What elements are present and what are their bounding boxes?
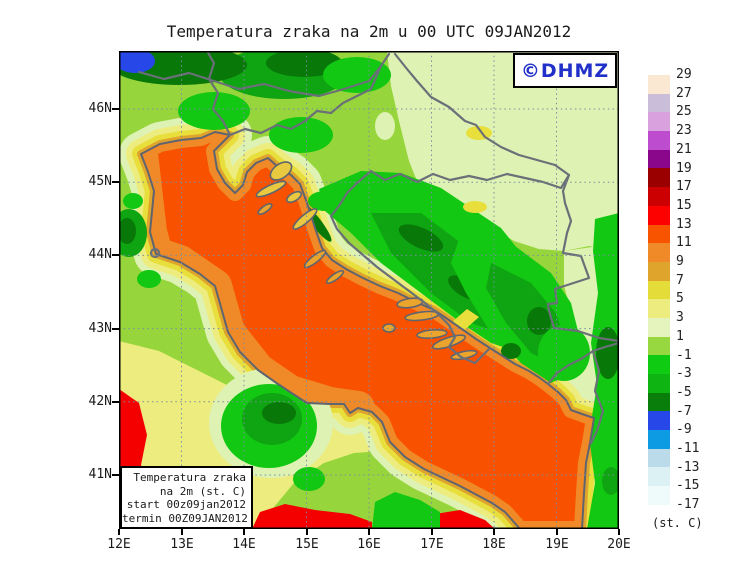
lon-tick-mark [306,529,308,535]
colorbar-swatch [648,411,670,431]
colorbar-swatch [648,75,670,94]
country-borders [137,51,619,445]
colorbar-swatch [648,131,670,150]
run-info-line: Temperatura zraka [133,471,246,484]
colorbar-tick-label: 11 [676,235,692,251]
lat-tick-label: 44N [88,247,112,262]
colorbar-tick-label: -11 [676,441,700,456]
lat-tick-mark [112,328,119,330]
colorbar-tick-label: -1 [676,347,692,363]
colorbar-swatch [648,93,670,113]
colorbar-swatch [648,392,670,412]
map-frame [119,51,619,529]
graticule-gridlines [119,51,619,529]
colorbar-tick-label: -7 [676,403,692,419]
page-title: Temperatura zraka na 2m u 00 UTC 09JAN20… [166,22,572,41]
colorbar-swatch [648,336,670,356]
lon-tick-label: 15E [295,537,319,552]
colorbar-swatch [648,504,670,524]
colorbar-swatch [648,112,670,132]
colorbar-tick-label: 21 [676,141,692,157]
colorbar-swatch [648,486,670,505]
colorbar-tick-label: -17 [676,497,700,513]
colorbar-tick-label: 29 [676,67,692,82]
run-info-line: start 00z09jan2012 [126,498,246,511]
lon-tick-label: 20E [607,537,631,552]
run-info-box: Temperatura zraka na 2m (st. C) start 00z0… [120,466,253,529]
lon-tick-mark [618,529,620,535]
colorbar-tick-label: -15 [676,478,700,494]
run-info-line: na 2m (st. C) [159,484,246,498]
lat-tick-label: 43N [88,321,112,336]
colorbar-swatch [648,149,670,169]
colorbar-unit-label: (st. C) [652,516,703,530]
colorbar-tick-label: -13 [676,459,700,475]
dhmz-watermark-box: ©DHMZ [513,53,617,88]
colorbar-tick-label: 3 [676,310,684,326]
colorbar-tick-label: 7 [676,272,684,288]
colorbar-swatch [648,317,670,337]
colorbar-swatches: 29 27 25 23 21 19 17 15 13 11 9 7 5 3 1 -1 -3 -5 -7 -9 -11 -1… [648,67,718,524]
colorbar-tick-label: 13 [676,216,692,232]
colorbar-tick-label: -3 [676,366,692,382]
lon-tick-mark [368,529,370,535]
lon-tick-mark [493,529,495,535]
lat-tick-mark [112,474,119,476]
colorbar-tick-label: 23 [676,123,692,139]
colorbar-swatch [648,299,670,318]
lon-tick-mark [118,529,120,535]
colorbar-swatch [648,243,670,262]
lon-tick-mark [431,529,433,535]
lon-tick-label: 13E [170,537,194,552]
inland-temperature-blobs [119,51,619,529]
lat-tick-label: 46N [88,101,112,116]
colorbar-swatch [648,374,670,393]
colorbar-tick-label: 19 [676,160,692,176]
lat-tick-label: 45N [88,174,112,189]
lon-tick-label: 14E [232,537,256,552]
colorbar-swatch [648,205,670,225]
colorbar-swatch [648,355,670,374]
lon-tick-label: 18E [482,537,506,552]
colorbar-tick-label: -9 [676,422,692,438]
colorbar-swatch [648,168,670,188]
colorbar-swatch [648,467,670,487]
lon-tick-label: 17E [420,537,444,552]
colorbar-tick-label: 15 [676,197,692,213]
lon-tick-mark [181,529,183,535]
lon-tick-label: 12E [107,537,131,552]
dhmz-watermark-label: ©DHMZ [520,59,610,82]
colorbar-tick-label: -5 [676,384,692,400]
colorbar-tick-label: 9 [676,254,684,269]
colorbar-swatch [648,187,670,206]
colorbar-swatch [648,448,670,468]
lon-tick-label: 16E [357,537,381,552]
colorbar-tick-label: 27 [676,85,692,101]
colorbar-tick-label: 1 [676,328,684,344]
lat-tick-mark [112,401,119,403]
colorbar-tick-label: 5 [676,291,684,307]
colorbar-swatch [648,280,670,300]
colorbar-swatch [648,224,670,244]
lat-tick-label: 41N [88,467,112,482]
lon-tick-label: 19E [545,537,569,552]
colorbar-swatch [648,430,670,449]
lon-tick-mark [243,529,245,535]
colorbar-tick-label: 17 [676,179,692,195]
lon-tick-mark [556,529,558,535]
lat-tick-label: 42N [88,394,112,409]
lat-tick-mark [112,254,119,256]
colorbar-tick-label: 25 [676,104,692,120]
colorbar-swatch [648,261,670,281]
lat-tick-mark [112,181,119,183]
lat-tick-mark [112,108,119,110]
weather-map-canvas [119,51,619,529]
run-info-line: termin 00Z09JAN2012 [122,511,248,525]
